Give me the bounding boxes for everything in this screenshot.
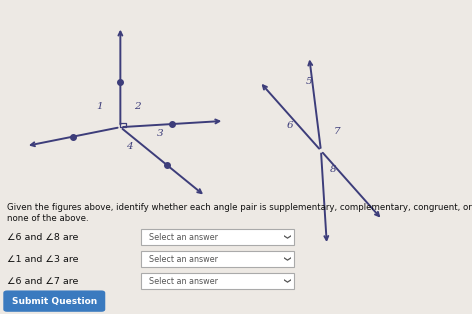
FancyBboxPatch shape bbox=[3, 290, 105, 312]
Text: ∠1 and ∠3 are: ∠1 and ∠3 are bbox=[7, 255, 78, 263]
Text: 7: 7 bbox=[334, 127, 341, 136]
Text: 1: 1 bbox=[96, 102, 102, 111]
Text: ∠6 and ∠8 are: ∠6 and ∠8 are bbox=[7, 233, 78, 241]
Text: Submit Question: Submit Question bbox=[12, 297, 97, 306]
Text: Select an answer: Select an answer bbox=[149, 233, 218, 241]
Text: ❯: ❯ bbox=[282, 256, 289, 262]
Text: 4: 4 bbox=[126, 142, 133, 150]
Text: Select an answer: Select an answer bbox=[149, 277, 218, 285]
Text: ❯: ❯ bbox=[282, 234, 289, 240]
FancyBboxPatch shape bbox=[141, 251, 294, 267]
Text: ∠6 and ∠7 are: ∠6 and ∠7 are bbox=[7, 277, 78, 285]
Text: 2: 2 bbox=[134, 102, 140, 111]
FancyBboxPatch shape bbox=[141, 229, 294, 245]
Text: ❯: ❯ bbox=[282, 278, 289, 284]
Text: 5: 5 bbox=[306, 77, 312, 86]
Text: Given the figures above, identify whether each angle pair is supplementary, comp: Given the figures above, identify whethe… bbox=[7, 203, 472, 223]
Text: 8: 8 bbox=[329, 165, 336, 174]
Text: Select an answer: Select an answer bbox=[149, 255, 218, 263]
Text: 3: 3 bbox=[157, 129, 164, 138]
Text: 6: 6 bbox=[287, 121, 294, 130]
FancyBboxPatch shape bbox=[141, 273, 294, 289]
